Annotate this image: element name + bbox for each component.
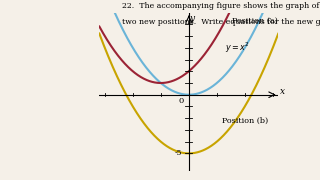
- Text: two new positions.  Write equations for the new graphs.: two new positions. Write equations for t…: [122, 18, 320, 26]
- Text: x: x: [280, 87, 285, 96]
- Text: -5: -5: [175, 149, 183, 157]
- Text: Position (b): Position (b): [222, 116, 269, 125]
- Text: 22.  The accompanying figure shows the graph of  y = x²  shifted to: 22. The accompanying figure shows the gr…: [122, 2, 320, 10]
- Text: 0: 0: [179, 97, 184, 105]
- Text: y: y: [189, 14, 195, 23]
- Text: $y = x^2$: $y = x^2$: [225, 41, 250, 55]
- Text: Position (a): Position (a): [232, 17, 278, 25]
